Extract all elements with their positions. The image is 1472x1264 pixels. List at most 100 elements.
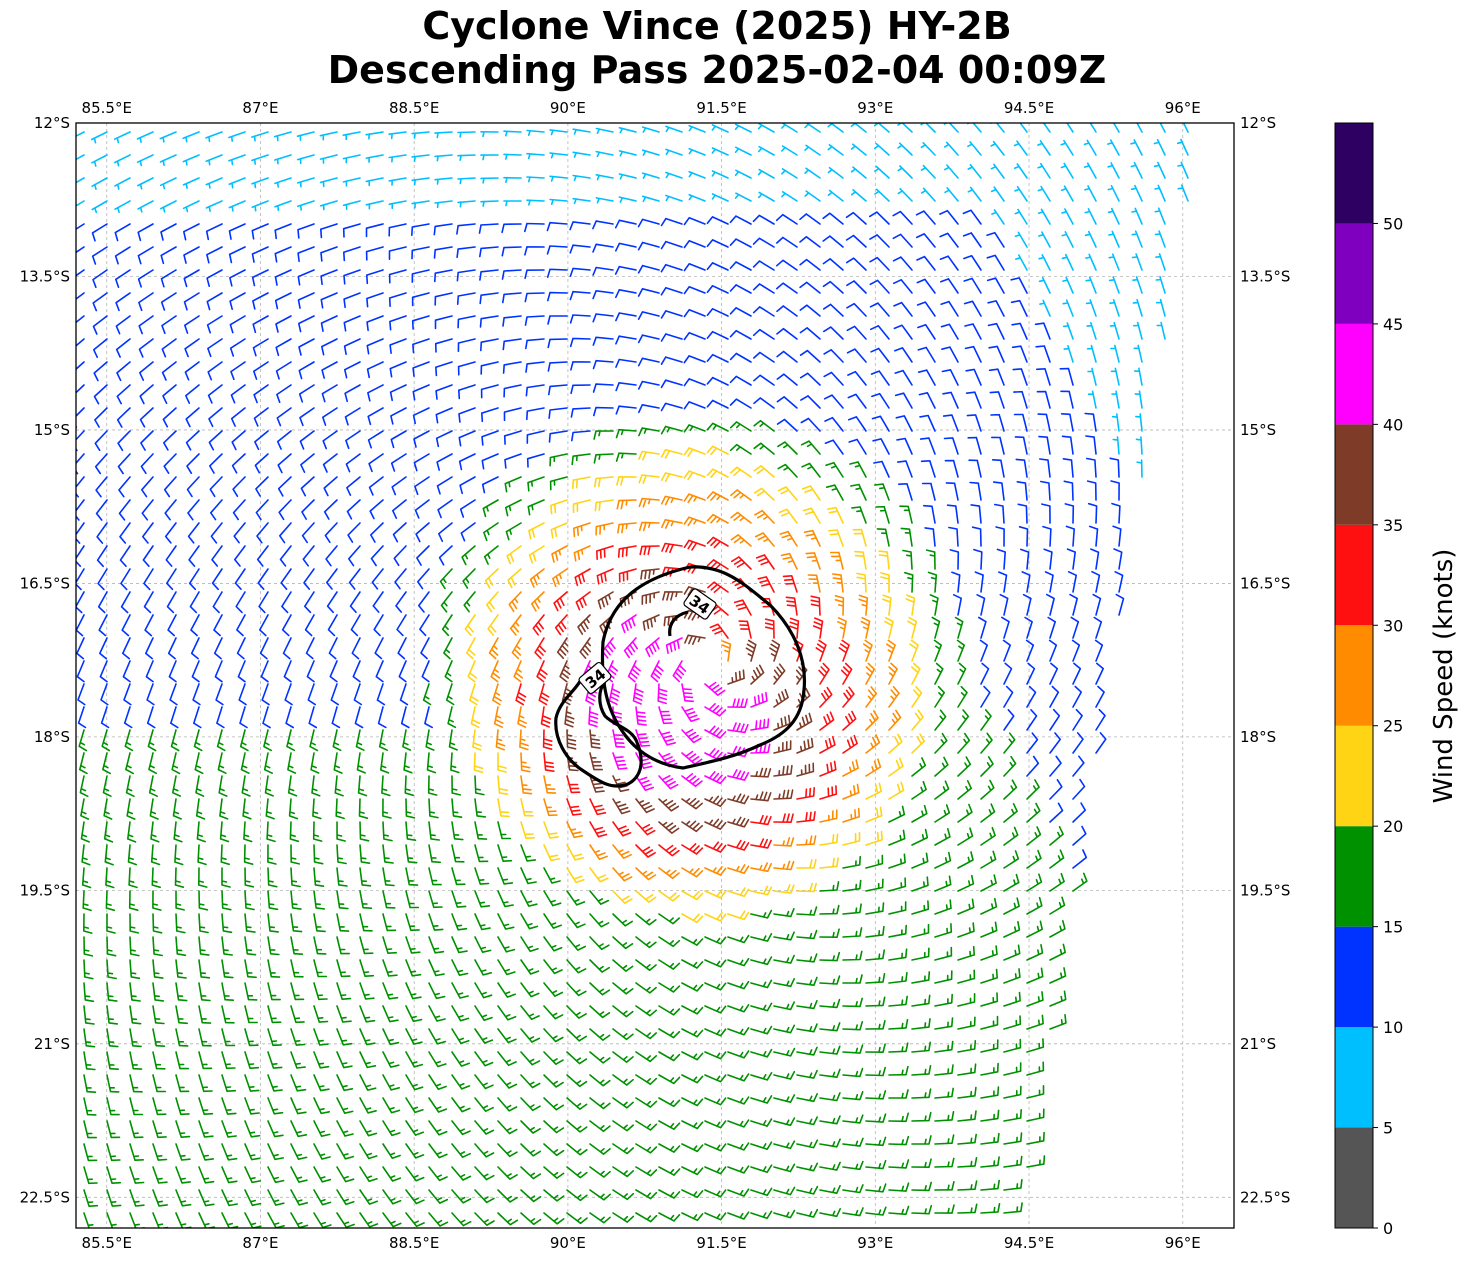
wind-barb: [704, 982, 727, 991]
wind-barb: [734, 123, 752, 133]
wind-barb: [506, 545, 522, 565]
wind-barb: [990, 140, 1005, 156]
wind-barb: [244, 959, 257, 979]
wind-barb: [152, 890, 162, 911]
wind-barb: [911, 733, 925, 754]
wind-barb: [76, 522, 85, 544]
wind-barb: [773, 1094, 796, 1103]
wind-barb: [729, 421, 752, 432]
wind-barb: [474, 1097, 494, 1112]
wind-barb: [888, 1065, 909, 1076]
wind-barb: [163, 453, 177, 474]
wind-barb: [730, 534, 752, 547]
wind-barb: [287, 775, 298, 797]
wind-barb: [1087, 367, 1097, 386]
wind-barb: [150, 821, 160, 843]
wind-barb: [888, 853, 906, 869]
wind-barb: [122, 637, 131, 660]
wind-barb: [911, 994, 931, 1007]
wind-barb: [438, 522, 453, 542]
wind-barb: [782, 575, 798, 593]
wind-barb: [336, 1028, 353, 1046]
wind-barb: [641, 591, 660, 605]
wind-barb: [76, 292, 85, 300]
wind-barb: [549, 476, 568, 491]
gale-force-34kt-contour: 34 34: [554, 565, 807, 788]
wind-barb: [727, 980, 750, 990]
wind-barb: [706, 468, 729, 478]
wind-barb: [278, 499, 292, 521]
wind-barb: [459, 499, 476, 518]
wind-barb: [296, 177, 315, 188]
wind-barb: [635, 821, 656, 836]
wind-barb: [842, 783, 860, 800]
wind-barb: [335, 798, 345, 820]
lon-tick-label-bottom: 94.5°E: [1004, 1234, 1054, 1252]
wind-barb: [662, 591, 683, 601]
wind-barb: [785, 596, 798, 616]
wind-barb: [799, 213, 821, 225]
wind-barb: [371, 568, 384, 590]
wind-barb: [1130, 161, 1143, 179]
wind-barb: [474, 844, 489, 863]
wind-barb: [957, 1203, 978, 1214]
wind-barb: [353, 683, 363, 706]
wind-barb: [849, 461, 867, 478]
wind-barb: [83, 1074, 97, 1093]
wind-barb: [76, 637, 85, 660]
wind-barb: [94, 430, 108, 452]
wind-barb: [1039, 458, 1051, 478]
wind-barb: [727, 669, 745, 685]
wind-barb: [139, 384, 154, 405]
wind-barb: [781, 168, 798, 179]
wind-barb: [307, 683, 316, 706]
wind-barb: [543, 1097, 565, 1111]
wind-barb: [1026, 1061, 1045, 1076]
wind-barb: [120, 568, 131, 591]
wind-barb: [451, 1143, 471, 1158]
wind-barb: [819, 1184, 841, 1194]
wind-barb: [474, 936, 492, 953]
wind-barb: [313, 936, 327, 955]
wind-barb: [182, 154, 200, 166]
wind-barb: [635, 1120, 658, 1131]
wind-barb: [343, 292, 361, 309]
wind-barb: [1044, 571, 1054, 593]
wind-barb: [1155, 275, 1166, 294]
wind-barb: [527, 476, 545, 492]
wind-barb: [1015, 254, 1028, 271]
wind-barb: [106, 936, 117, 957]
wind-barb: [281, 614, 292, 637]
wind-barb: [457, 338, 476, 352]
wind-barb: [1049, 967, 1067, 984]
lat-lon-gridlines: [76, 122, 1234, 1228]
wind-barb: [681, 750, 703, 765]
wind-barb: [83, 1212, 99, 1228]
wind-barb: [827, 144, 844, 156]
wind-barb: [520, 913, 539, 930]
wind-barb: [428, 959, 445, 977]
lat-tick-label-left: 22.5°S: [20, 1188, 70, 1206]
wind-barb: [773, 954, 795, 964]
wind-barb: [313, 844, 324, 865]
wind-barb: [1036, 390, 1051, 409]
wind-barb: [681, 982, 704, 992]
wind-barb: [336, 936, 350, 955]
wind-barb: [727, 769, 750, 781]
wind-barb: [796, 976, 818, 986]
wind-barb: [497, 775, 509, 795]
wind-barb: [457, 154, 476, 161]
colorbar-tick-label: 25: [1383, 717, 1403, 736]
wind-barb: [683, 309, 706, 318]
colorbar-frame: [1334, 122, 1374, 1229]
wind-barb: [481, 453, 499, 470]
lat-tick-label-right: 16.5°S: [1240, 574, 1290, 592]
wind-barb: [290, 1212, 309, 1228]
wind-barb: [888, 1112, 909, 1123]
wind-barb: [819, 785, 838, 800]
wind-barb: [986, 254, 1005, 271]
wind-barb: [641, 149, 660, 156]
wind-barb: [990, 163, 1005, 179]
wind-barb: [880, 572, 890, 593]
lat-tick-label-left: 19.5°S: [20, 881, 70, 899]
